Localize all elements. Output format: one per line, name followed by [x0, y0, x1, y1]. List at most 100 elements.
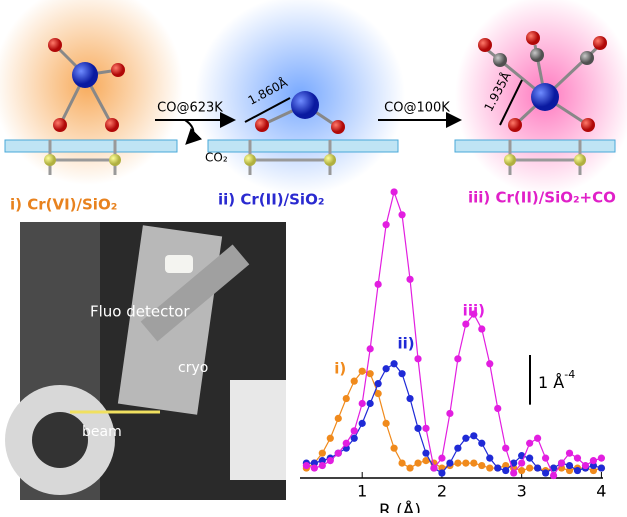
- point: [582, 462, 589, 469]
- point: [526, 464, 533, 471]
- point: [526, 440, 533, 447]
- point: [383, 365, 390, 372]
- point: [367, 345, 374, 352]
- step-label: i) Cr(VI)/SiO₂: [10, 196, 117, 214]
- point: [598, 455, 605, 462]
- arrow-product: CO₂: [205, 151, 228, 165]
- point: [534, 435, 541, 442]
- point: [574, 467, 581, 474]
- point: [422, 425, 429, 432]
- point: [542, 469, 549, 476]
- point: [351, 378, 358, 385]
- point: [462, 320, 469, 327]
- point: [590, 457, 597, 464]
- point: [470, 432, 477, 439]
- point: [319, 450, 326, 457]
- point: [359, 420, 366, 427]
- point: [454, 445, 461, 452]
- point: [470, 460, 477, 467]
- point: [510, 469, 517, 476]
- point: [406, 464, 413, 471]
- point: [558, 460, 565, 467]
- point: [375, 380, 382, 387]
- point: [542, 455, 549, 462]
- point: [398, 370, 405, 377]
- point: [478, 325, 485, 332]
- point: [462, 435, 469, 442]
- point: [438, 469, 445, 476]
- point: [398, 211, 405, 218]
- photo-label: Fluo detector: [90, 303, 190, 321]
- arrow-label: CO@623K: [157, 101, 223, 116]
- point: [359, 368, 366, 375]
- photo-label: cryo: [178, 360, 208, 376]
- point: [398, 460, 405, 467]
- step-label: iii) Cr(II)/SiO₂+CO: [468, 189, 616, 207]
- point: [502, 467, 509, 474]
- point: [454, 460, 461, 467]
- point: [446, 410, 453, 417]
- point: [335, 450, 342, 457]
- point: [478, 440, 485, 447]
- photo: [5, 222, 286, 500]
- point: [414, 355, 421, 362]
- photo-label: beam: [82, 424, 122, 440]
- point: [367, 370, 374, 377]
- point: [390, 188, 397, 195]
- glow: [0, 0, 183, 185]
- scale-bar-text: 1 Å: [538, 373, 564, 392]
- point: [343, 395, 350, 402]
- point: [518, 467, 525, 474]
- point: [502, 445, 509, 452]
- point: [406, 395, 413, 402]
- point: [367, 400, 374, 407]
- point: [550, 472, 557, 479]
- point: [486, 464, 493, 471]
- point: [327, 435, 334, 442]
- point: [414, 425, 421, 432]
- point: [351, 427, 358, 434]
- point: [311, 464, 318, 471]
- point: [534, 464, 541, 471]
- point: [390, 445, 397, 452]
- figure: CO@623K CO₂ CO@100K 1.860Å 1.935Å i) Cr(…: [0, 0, 627, 513]
- point: [390, 360, 397, 367]
- point: [526, 455, 533, 462]
- point: [494, 464, 501, 471]
- series-label: iii): [463, 302, 485, 320]
- point: [566, 462, 573, 469]
- point: [375, 281, 382, 288]
- point: [359, 400, 366, 407]
- point: [446, 460, 453, 467]
- point: [566, 450, 573, 457]
- point: [486, 455, 493, 462]
- arrow-label: CO@100K: [384, 101, 450, 116]
- series-label: ii): [398, 334, 415, 352]
- surface: [5, 140, 615, 152]
- scale-bar-exponent: -4: [564, 368, 575, 381]
- step-label: ii) Cr(II)/SiO₂: [218, 191, 324, 209]
- x-tick-label: 3: [517, 482, 527, 501]
- x-axis-label: R (Å): [379, 499, 421, 513]
- point: [462, 460, 469, 467]
- point: [319, 462, 326, 469]
- point: [335, 415, 342, 422]
- point: [454, 355, 461, 362]
- chart: 1234R (Å)i)ii)iii)1 Å-4: [300, 188, 606, 513]
- point: [478, 462, 485, 469]
- point: [486, 360, 493, 367]
- page: CO@623K CO₂ CO@100K 1.860Å 1.935Å i) Cr(…: [0, 0, 627, 517]
- point: [422, 450, 429, 457]
- point: [518, 460, 525, 467]
- point: [303, 462, 310, 469]
- point: [383, 420, 390, 427]
- arrow: [185, 120, 193, 142]
- point: [414, 460, 421, 467]
- point: [406, 276, 413, 283]
- point: [574, 455, 581, 462]
- point: [430, 464, 437, 471]
- scale-bar-label: 1 Å-4: [538, 368, 575, 392]
- point: [494, 405, 501, 412]
- point: [327, 457, 334, 464]
- series-label: i): [334, 360, 346, 378]
